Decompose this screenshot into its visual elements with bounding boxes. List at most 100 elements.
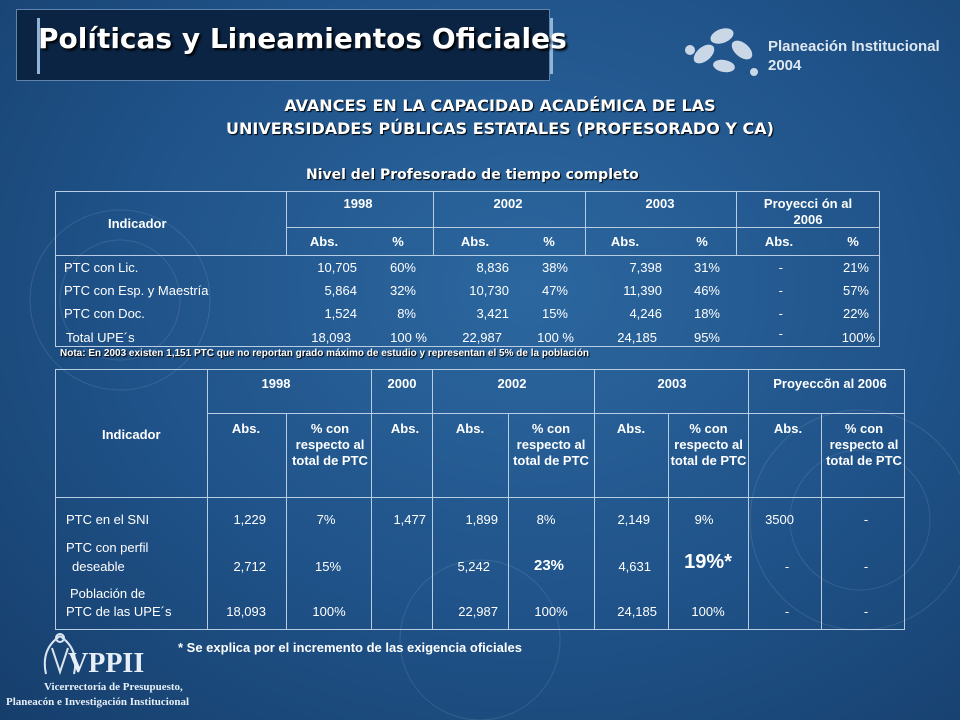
table2-year: 2002 xyxy=(497,376,527,391)
table1-cell: 1,524 xyxy=(324,306,357,321)
table1-row-label: PTC con Esp. y Maestría xyxy=(64,283,209,298)
table2-subheader: % con respecto al total de PTC xyxy=(292,421,368,468)
table2-subheader: Abs. xyxy=(455,421,485,436)
table2-footnote: * Se explica por el incremento de las ex… xyxy=(178,640,522,655)
table1-cell: 21% xyxy=(842,260,869,275)
table2-cell: 1,477 xyxy=(393,512,426,527)
table2-subheader: % con respecto al total de PTC xyxy=(670,421,747,468)
table2-cell: 100% xyxy=(534,604,568,619)
table1-cell: 15% xyxy=(541,306,568,321)
table1-indicator-header: Indicador xyxy=(108,216,167,231)
table1-cell: - xyxy=(778,283,783,298)
table2-cell: 9% xyxy=(694,512,714,527)
table1-cell: 11,390 xyxy=(623,283,662,298)
table1-cell: 18,093 xyxy=(311,330,351,345)
table1-subheader: % xyxy=(392,234,404,249)
table1-subheader: Abs. xyxy=(460,234,490,249)
table1-cell: 60% xyxy=(389,260,416,275)
table2-cell: - xyxy=(863,604,869,619)
table1-row-label: Total UPE´s xyxy=(66,330,135,345)
table1-subheader: % xyxy=(847,234,859,249)
table1-cell: 100 % xyxy=(537,330,574,345)
table1-cell: 95% xyxy=(693,330,720,345)
table2-cell: 19%* xyxy=(684,551,732,573)
table2-cell: - xyxy=(784,559,790,574)
table1-cell: 100 % xyxy=(390,330,427,345)
table1-cell: 3,421 xyxy=(476,306,509,321)
table2-row-label: PTC en el SNI xyxy=(66,512,150,527)
table2-cell: - xyxy=(863,512,869,527)
table1-cell: 100% xyxy=(841,330,875,345)
table1-cell: 22,987 xyxy=(462,330,502,345)
table2-row-label: PTC con perfil xyxy=(66,540,149,555)
table2-row-label: Población de xyxy=(70,586,146,601)
table2-cell: 5,242 xyxy=(457,559,490,574)
department-line2: Planeacón e Investigación Institucional xyxy=(6,696,190,708)
table2-cell: 100% xyxy=(312,604,346,619)
table1-frame xyxy=(55,191,880,347)
table1-year: 1998 xyxy=(343,196,373,211)
table2-indicator-header: Indicador xyxy=(102,427,161,442)
table2-subheader: % con respecto al total de PTC xyxy=(826,421,902,468)
brand-name: Planeación Institucional xyxy=(768,38,940,55)
section-heading-line1: AVANCES EN LA CAPACIDAD ACADÉMICA DE LAS xyxy=(284,96,716,115)
table1-cell: 7,398 xyxy=(629,260,662,275)
department-line1: Vicerrectoría de Presupuesto, xyxy=(44,681,183,693)
vppii-logo-text: VPPII xyxy=(68,648,145,679)
table2-subheader: Abs. xyxy=(231,421,261,436)
table1-cell: 8,836 xyxy=(476,260,509,275)
table1-cell: 10,730 xyxy=(469,283,509,298)
table1-cell: 46% xyxy=(693,283,720,298)
table2-cell: 8% xyxy=(536,512,556,527)
table2-subheader: % con respecto al total de PTC xyxy=(513,421,589,468)
table1-year: Proyecci ón al 2006 xyxy=(763,196,853,227)
table1-subheader: % xyxy=(543,234,555,249)
table2-row-label: deseable xyxy=(72,559,125,574)
table1-cell: 4,246 xyxy=(629,306,662,321)
brand-year: 2004 xyxy=(768,57,802,74)
table2-row-label: PTC de las UPE´s xyxy=(66,604,172,619)
planeacion-logo-icon xyxy=(685,28,758,76)
table2-frame xyxy=(55,369,905,630)
table2-cell: 24,185 xyxy=(617,604,657,619)
table2-cell: 1,899 xyxy=(465,512,498,527)
table2-cell: 22,987 xyxy=(458,604,498,619)
table1-year: 2003 xyxy=(645,196,675,211)
section-heading-line2: UNIVERSIDADES PÚBLICAS ESTATALES (PROFES… xyxy=(226,119,774,138)
table2-cell: 1,229 xyxy=(233,512,266,527)
table1-cell: 38% xyxy=(541,260,568,275)
table1-cell: 57% xyxy=(842,283,869,298)
table1-cell: 24,185 xyxy=(617,330,657,345)
table1-caption: Nivel del Profesorado de tiempo completo xyxy=(306,167,639,183)
table1-subheader: Abs. xyxy=(309,234,339,249)
table2-year: Proyeccõn al 2006 xyxy=(773,376,887,391)
table2-cell: 15% xyxy=(314,559,342,574)
table2-cell: 2,149 xyxy=(617,512,650,527)
table1-cell: 18% xyxy=(693,306,720,321)
table1-note: Nota: En 2003 existen 1,151 PTC que no r… xyxy=(60,348,590,359)
page-title: Políticas y Lineamientos Oficiales xyxy=(38,22,567,55)
table2-subheader: Abs. xyxy=(390,421,420,436)
table1-year: 2002 xyxy=(493,196,523,211)
title-panel xyxy=(16,9,553,81)
table1-row-label: PTC con Doc. xyxy=(64,306,145,321)
table1-cell: - xyxy=(778,260,783,275)
table1-cell: - xyxy=(778,326,783,341)
table2-cell: 7% xyxy=(316,512,336,527)
table2-cell: 18,093 xyxy=(226,604,266,619)
table2-subheader: Abs. xyxy=(616,421,646,436)
table1-cell: 31% xyxy=(693,260,720,275)
vppii-emblem-icon xyxy=(43,633,77,676)
table2-cell: - xyxy=(784,604,790,619)
table1-cell: 47% xyxy=(541,283,568,298)
table2-subheader: Abs. xyxy=(773,421,803,436)
table2-cell: 2,712 xyxy=(233,559,266,574)
table1-cell: 8% xyxy=(397,306,416,321)
table1-cell: 22% xyxy=(842,306,869,321)
table2-year: 2003 xyxy=(657,376,687,391)
table1-cell: - xyxy=(778,306,783,321)
table1-subheader: % xyxy=(696,234,708,249)
table1-cell: 10,705 xyxy=(317,260,357,275)
table2-cell: 23% xyxy=(533,557,565,574)
